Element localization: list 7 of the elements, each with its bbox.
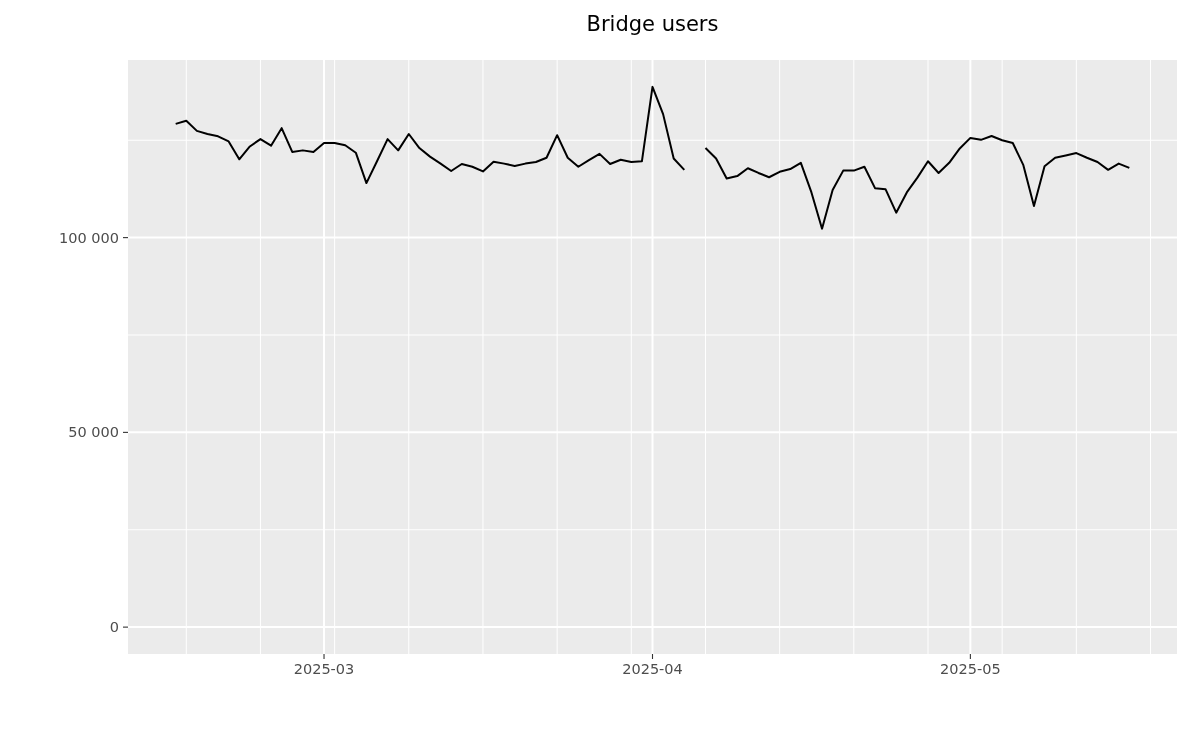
y-tick-label: 100 000 [59,229,119,246]
chart-title: Bridge users [586,12,719,36]
x-tick-label: 2025-04 [622,661,683,677]
y-tick-label: 0 [109,619,119,636]
x-tick-label: 2025-05 [940,661,1001,677]
x-tick-label: 2025-03 [293,661,355,677]
y-tick-label: 50 000 [68,424,119,441]
